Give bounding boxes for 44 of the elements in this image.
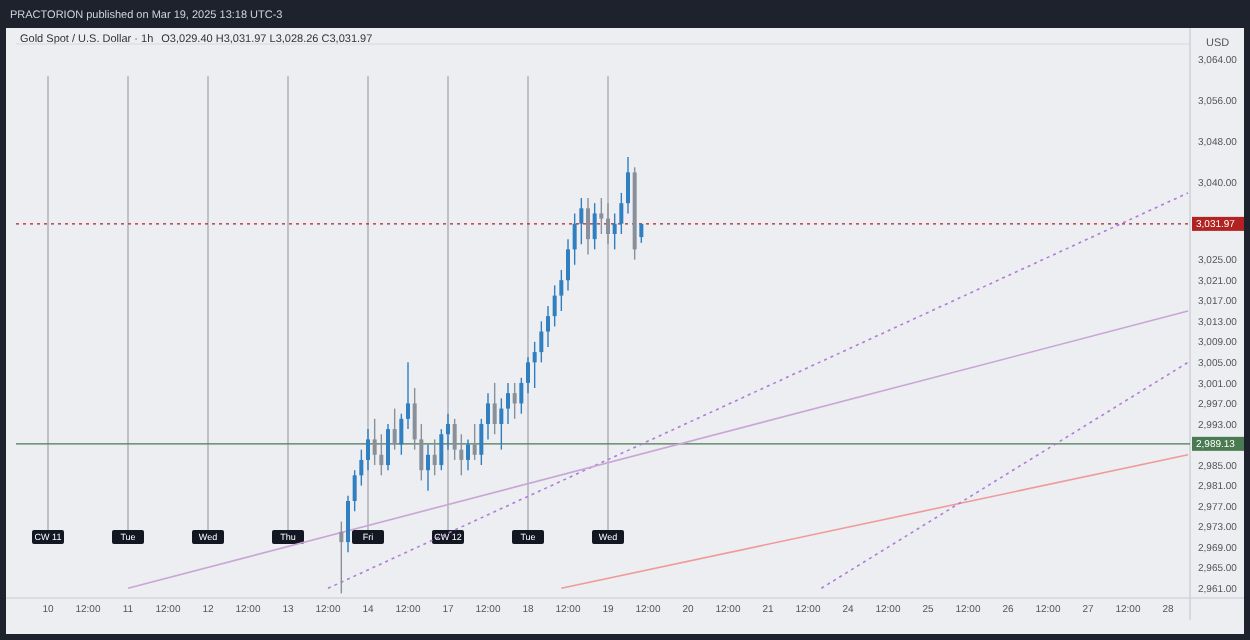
candlestick — [426, 443, 430, 492]
candlestick — [366, 428, 370, 471]
candlestick — [466, 438, 470, 471]
candlestick — [499, 397, 504, 451]
candlestick — [506, 382, 510, 425]
candlestick — [612, 212, 617, 251]
candlestick — [526, 356, 530, 394]
candlestick — [546, 305, 550, 348]
candlestick — [572, 212, 577, 266]
candlestick — [532, 341, 537, 389]
candlestick — [419, 423, 424, 482]
candlestick — [479, 418, 484, 466]
candlestick — [379, 433, 384, 477]
candlestick — [566, 238, 570, 292]
candlestick — [452, 418, 457, 461]
candlestick — [486, 392, 490, 441]
candlestick — [552, 284, 557, 328]
candlestick — [519, 377, 524, 415]
candlestick — [386, 423, 390, 471]
candlestick — [459, 433, 464, 477]
candlestick — [619, 192, 624, 235]
candlestick — [406, 361, 410, 430]
candlestick — [399, 413, 404, 456]
candlestick — [539, 320, 544, 364]
candlestick — [392, 407, 397, 451]
candlestick — [512, 382, 517, 420]
candlestick — [626, 156, 630, 215]
candlestick — [586, 197, 590, 256]
candlestick — [472, 423, 477, 461]
candlestick — [599, 197, 604, 235]
candlestick — [606, 202, 610, 245]
candlestick — [346, 495, 350, 554]
candlestick — [372, 418, 377, 466]
candlestick — [339, 520, 344, 595]
candlestick — [492, 382, 497, 435]
candlestick — [592, 202, 597, 251]
candlestick — [446, 413, 450, 451]
candlestick — [359, 448, 364, 487]
candlestick — [412, 387, 417, 451]
candlestick — [579, 197, 584, 245]
candlestick — [432, 438, 437, 477]
candlestick — [352, 469, 357, 512]
candlestick — [559, 269, 564, 312]
candlestick — [439, 428, 444, 471]
